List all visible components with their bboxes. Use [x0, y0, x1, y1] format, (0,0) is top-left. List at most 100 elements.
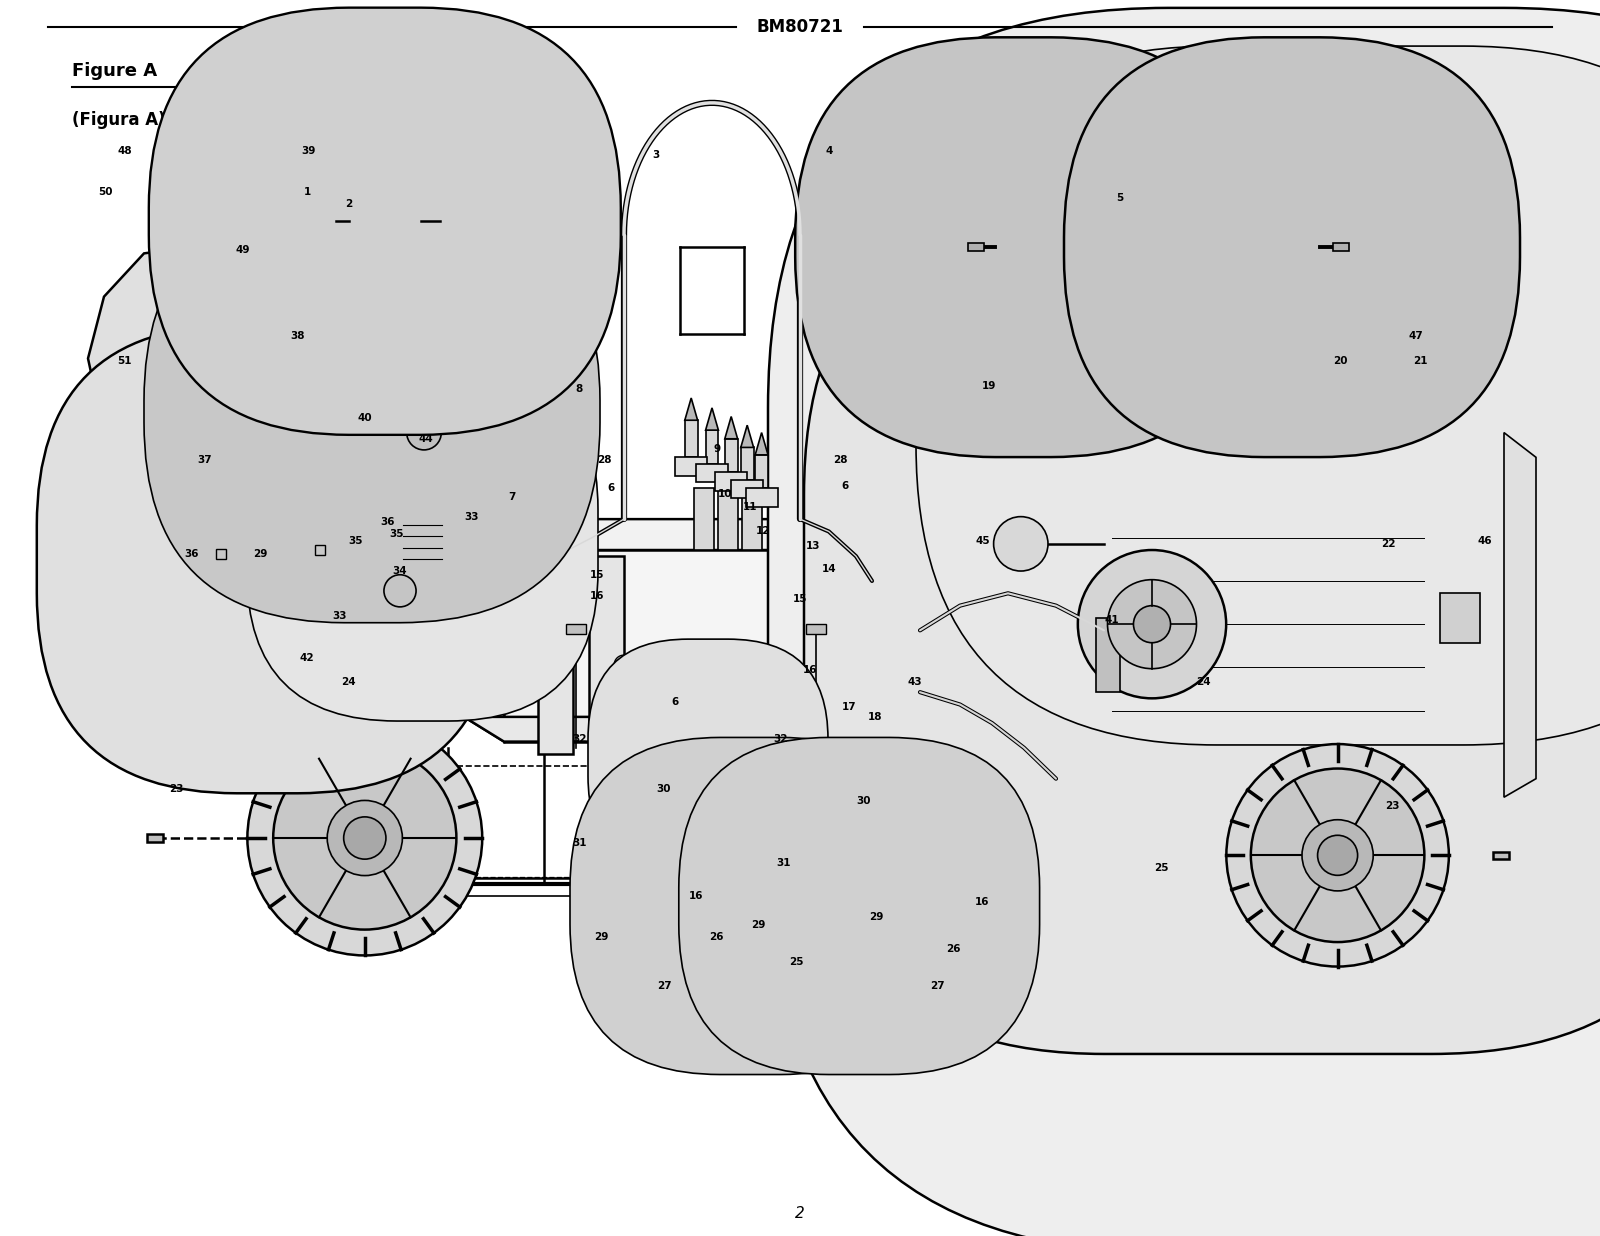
- Bar: [736, 952, 774, 976]
- Circle shape: [384, 575, 416, 607]
- Text: 50: 50: [98, 187, 114, 197]
- Circle shape: [370, 560, 430, 622]
- FancyBboxPatch shape: [144, 200, 600, 623]
- Text: 11: 11: [742, 502, 758, 512]
- Polygon shape: [706, 408, 718, 430]
- Text: 24: 24: [341, 677, 357, 687]
- Bar: [742, 488, 762, 550]
- Text: (Figura A): (Figura A): [72, 111, 166, 130]
- Bar: [189, 352, 229, 371]
- FancyBboxPatch shape: [246, 360, 598, 721]
- Bar: [715, 472, 747, 491]
- Text: 28: 28: [832, 455, 848, 465]
- Bar: [662, 748, 682, 758]
- Text: 33: 33: [464, 512, 480, 522]
- Text: 36: 36: [184, 549, 200, 559]
- Bar: [829, 952, 867, 976]
- FancyBboxPatch shape: [37, 325, 498, 794]
- Circle shape: [1107, 580, 1197, 669]
- Text: 2: 2: [795, 1206, 805, 1221]
- Bar: [1493, 852, 1509, 859]
- Bar: [774, 822, 794, 832]
- Text: 49: 49: [235, 245, 251, 255]
- Bar: [718, 488, 738, 550]
- Bar: [731, 480, 763, 498]
- Polygon shape: [464, 717, 896, 742]
- FancyBboxPatch shape: [1064, 37, 1520, 457]
- Text: 48: 48: [117, 146, 133, 156]
- Text: 24: 24: [1195, 677, 1211, 687]
- Text: 16: 16: [974, 897, 990, 907]
- Text: 31: 31: [776, 858, 792, 868]
- Circle shape: [344, 817, 386, 859]
- Bar: [304, 616, 339, 665]
- Bar: [696, 464, 728, 482]
- Text: 44: 44: [418, 434, 434, 444]
- Text: 16: 16: [802, 665, 818, 675]
- Text: Figure A: Figure A: [72, 62, 157, 80]
- Text: 9: 9: [714, 444, 720, 454]
- Bar: [147, 834, 163, 842]
- Bar: [806, 624, 826, 634]
- Polygon shape: [1504, 433, 1536, 797]
- Bar: [598, 748, 618, 758]
- Text: 32: 32: [571, 734, 587, 744]
- Bar: [645, 952, 683, 976]
- Text: 40: 40: [357, 413, 373, 423]
- Text: 16: 16: [589, 591, 605, 601]
- Text: 27: 27: [930, 981, 946, 991]
- Text: 16: 16: [688, 891, 704, 901]
- Text: 27: 27: [656, 981, 672, 991]
- FancyBboxPatch shape: [805, 194, 1600, 1054]
- FancyBboxPatch shape: [594, 823, 864, 1067]
- Bar: [741, 447, 754, 480]
- Polygon shape: [504, 550, 896, 742]
- Text: 29: 29: [254, 549, 267, 559]
- Bar: [755, 455, 768, 488]
- Bar: [685, 420, 698, 457]
- Polygon shape: [685, 398, 698, 420]
- Bar: [968, 243, 984, 251]
- FancyBboxPatch shape: [589, 639, 829, 876]
- Bar: [742, 742, 787, 769]
- Text: 46: 46: [1477, 536, 1493, 546]
- Text: 21: 21: [1413, 356, 1429, 366]
- Text: 32: 32: [773, 734, 789, 744]
- Circle shape: [1317, 836, 1358, 875]
- Text: 29: 29: [595, 932, 608, 942]
- Text: 43: 43: [907, 677, 923, 687]
- Text: 22: 22: [1381, 539, 1397, 549]
- Text: 25: 25: [789, 957, 805, 967]
- Polygon shape: [741, 425, 754, 447]
- Bar: [662, 822, 682, 832]
- Text: 6: 6: [672, 697, 678, 707]
- FancyBboxPatch shape: [795, 37, 1251, 457]
- Text: 34: 34: [392, 566, 408, 576]
- Polygon shape: [88, 247, 232, 445]
- Text: 30: 30: [656, 784, 672, 794]
- Bar: [746, 488, 778, 507]
- Text: BM80721: BM80721: [757, 19, 843, 36]
- Circle shape: [406, 415, 442, 450]
- Bar: [925, 952, 963, 976]
- Text: 12: 12: [755, 527, 771, 536]
- Text: 13: 13: [805, 541, 821, 551]
- Circle shape: [1133, 606, 1171, 643]
- Text: 29: 29: [870, 912, 883, 922]
- Text: 5: 5: [1117, 193, 1123, 203]
- Text: 29: 29: [752, 920, 765, 929]
- Bar: [589, 556, 624, 754]
- Circle shape: [994, 517, 1048, 571]
- Text: 17: 17: [842, 702, 858, 712]
- Bar: [725, 439, 738, 472]
- Text: 31: 31: [571, 838, 587, 848]
- Bar: [838, 748, 858, 758]
- Circle shape: [563, 342, 582, 362]
- Text: 1: 1: [304, 187, 310, 197]
- Bar: [1096, 618, 1120, 692]
- Text: 2: 2: [346, 199, 352, 209]
- Bar: [538, 556, 573, 754]
- Circle shape: [274, 747, 456, 929]
- Text: 6: 6: [842, 481, 848, 491]
- Text: 6: 6: [608, 483, 614, 493]
